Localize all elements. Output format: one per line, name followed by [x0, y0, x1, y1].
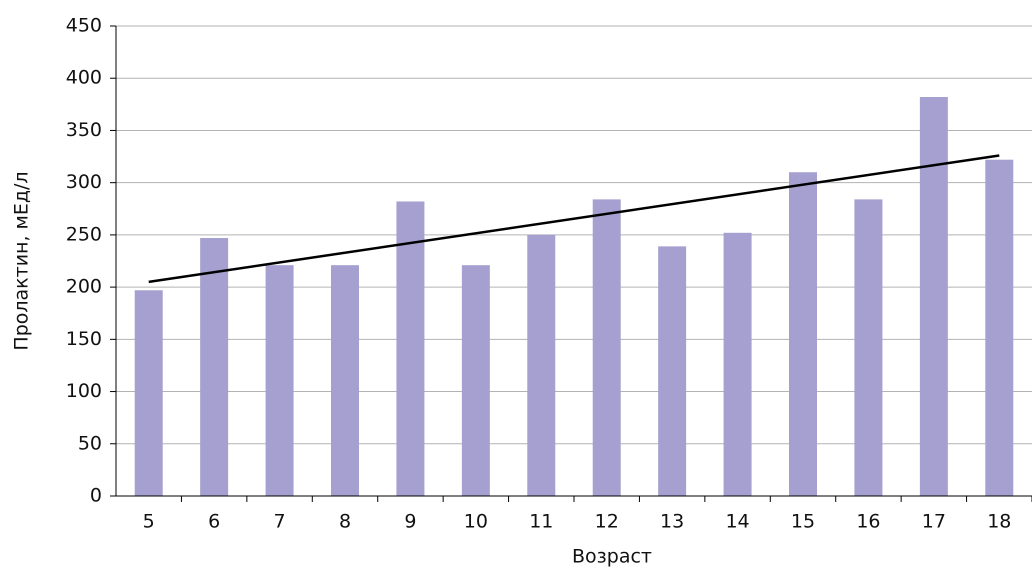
x-tick-label: 13	[660, 511, 684, 533]
y-tick-label: 300	[66, 171, 102, 193]
bar	[985, 159, 1014, 496]
y-axis-label: Пролактин, мЕд/л	[11, 171, 33, 350]
x-tick-label: 11	[529, 511, 553, 533]
bar	[134, 290, 163, 496]
x-tick-label: 17	[922, 511, 946, 533]
x-tick-label: 15	[791, 511, 815, 533]
bar	[723, 232, 752, 497]
y-tick-label: 250	[66, 223, 102, 245]
y-tick-label: 350	[66, 119, 102, 141]
trend-line	[148, 154, 1000, 284]
x-tick-label: 5	[143, 511, 155, 533]
bar	[265, 265, 294, 496]
y-tick-label: 200	[66, 276, 102, 298]
bar	[658, 246, 687, 496]
x-tick-label: 14	[725, 511, 749, 533]
x-tick-label: 8	[339, 511, 351, 533]
bar	[527, 234, 556, 496]
y-tick-label: 400	[66, 67, 102, 89]
x-tick-label: 9	[404, 511, 416, 533]
bar	[200, 238, 229, 496]
bar	[919, 97, 948, 497]
x-tick-label: 12	[595, 511, 619, 533]
y-tick-label: 50	[78, 432, 102, 454]
x-tick-label: 7	[274, 511, 286, 533]
bar	[592, 199, 621, 496]
y-tick-label: 150	[66, 328, 102, 350]
bar	[789, 172, 817, 496]
x-tick-label: 16	[856, 511, 880, 533]
y-tick-label: 100	[66, 380, 102, 402]
x-tick-label: 18	[987, 511, 1011, 533]
x-tick-label: 10	[464, 511, 488, 533]
x-tick-label: 6	[208, 511, 220, 533]
y-tick-label: 0	[90, 485, 102, 507]
y-tick-label: 450	[66, 15, 102, 37]
x-axis-label: Возраст	[572, 546, 652, 568]
bar	[461, 265, 490, 496]
bar	[854, 199, 883, 496]
bar	[396, 201, 425, 496]
bar	[331, 265, 359, 496]
